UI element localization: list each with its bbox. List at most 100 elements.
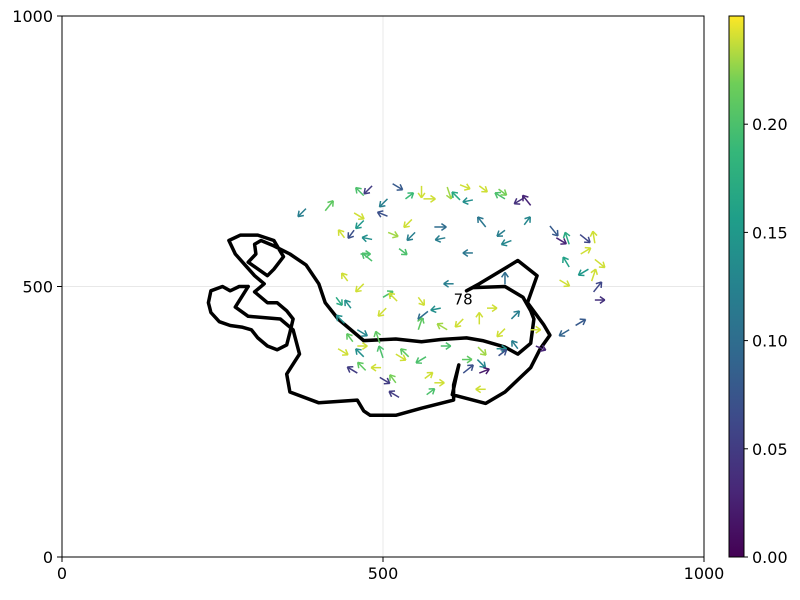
arrow-head xyxy=(373,331,377,338)
arrow-head xyxy=(496,330,499,337)
arrow-shaft xyxy=(400,348,410,358)
arrow-head xyxy=(361,236,367,243)
arrow-head xyxy=(430,309,437,314)
arrow-shaft xyxy=(511,340,519,350)
arrow-head xyxy=(376,345,380,352)
arrow-shaft xyxy=(344,299,352,309)
arrow-head xyxy=(501,243,508,247)
arrow-head xyxy=(361,252,365,260)
quiver-arrow xyxy=(443,279,454,288)
arrow-head xyxy=(511,340,518,344)
arrow-head xyxy=(430,194,436,200)
quiver-arrow xyxy=(356,329,369,337)
quiver-arrow xyxy=(373,330,382,344)
quiver-arrow xyxy=(426,387,436,396)
arrow-shaft xyxy=(579,233,591,244)
arrow-shaft xyxy=(417,317,424,331)
arrow-head xyxy=(462,252,469,257)
arrow-head xyxy=(356,362,360,369)
arrow-head xyxy=(500,239,506,245)
arrow-head xyxy=(517,310,521,317)
arrow-head xyxy=(438,378,445,384)
arrow-head xyxy=(504,271,509,278)
arrow-head xyxy=(434,239,442,243)
arrow-head xyxy=(386,377,391,384)
arrow-head xyxy=(404,248,408,255)
arrow-shaft xyxy=(498,188,508,196)
arrow-head xyxy=(417,192,423,199)
arrow-shaft xyxy=(398,248,408,256)
quiver-arrow xyxy=(355,283,365,293)
arrow-head xyxy=(336,302,343,307)
arrow-head xyxy=(403,225,410,229)
arrow-shaft xyxy=(375,331,381,344)
arrow-shaft xyxy=(496,328,506,338)
arrow-head xyxy=(336,314,343,318)
quiver-arrow xyxy=(392,183,404,191)
quiver-arrow xyxy=(577,268,589,277)
arrow-shaft xyxy=(522,194,532,206)
arrow-head xyxy=(589,230,594,237)
quiver-arrow xyxy=(454,318,464,328)
arrow-head xyxy=(462,248,469,254)
quiver-arrow xyxy=(355,348,365,358)
arrow-shaft xyxy=(355,219,365,230)
arrow-shaft xyxy=(382,290,394,298)
quiver-arrow xyxy=(558,329,570,337)
arrow-shaft xyxy=(377,307,387,317)
arrow-shaft xyxy=(353,212,365,220)
arrow-head xyxy=(355,348,362,351)
y-tick-label: 1000 xyxy=(12,7,53,26)
arrow-head xyxy=(445,345,452,351)
trajectory-layer xyxy=(206,233,552,418)
arrow-shaft xyxy=(415,356,427,364)
quiver-arrow xyxy=(592,281,603,293)
arrow-shaft xyxy=(592,231,596,244)
quiver-arrow xyxy=(530,325,542,334)
arrow-head xyxy=(297,214,304,218)
quiver-arrow xyxy=(417,317,425,331)
arrow-shaft xyxy=(494,192,506,200)
arrow-head xyxy=(577,269,582,276)
quiver-arrow xyxy=(370,363,382,372)
arrow-shaft xyxy=(395,353,407,361)
quiver-arrow xyxy=(387,230,399,239)
arrow-head xyxy=(347,235,355,239)
arrow-shaft xyxy=(417,310,429,320)
quiver-arrow xyxy=(398,248,408,256)
arrow-head xyxy=(524,216,531,220)
arrow-head xyxy=(355,348,358,355)
arrow-shaft xyxy=(590,268,597,282)
arrow-head xyxy=(475,388,482,394)
quiver-arrow xyxy=(406,231,416,242)
quiver-arrow xyxy=(498,188,508,196)
arrow-head xyxy=(378,345,385,351)
arrow-head xyxy=(484,185,489,193)
arrow-head xyxy=(541,344,547,351)
arrow-shaft xyxy=(454,318,464,328)
arrow-shaft xyxy=(389,374,397,384)
arrow-head xyxy=(417,317,423,323)
arrow-head xyxy=(491,304,498,309)
arrow-head xyxy=(491,307,498,313)
quiver-arrow xyxy=(346,332,354,343)
arrow-shaft xyxy=(446,186,452,200)
arrow-shaft xyxy=(355,348,365,358)
arrow-head xyxy=(466,183,471,190)
quiver-arrow xyxy=(521,194,532,206)
arrow-shaft xyxy=(357,361,367,371)
annotation-label: 78 xyxy=(454,290,473,308)
quiver-arrow xyxy=(417,185,426,199)
arrow-shaft xyxy=(378,345,384,359)
arrow-head xyxy=(346,366,351,373)
arrow-shaft xyxy=(501,239,512,246)
quiver-arrow xyxy=(498,348,508,357)
quiver-arrow xyxy=(575,318,587,327)
quiver-arrow xyxy=(496,328,506,338)
quiver-arrow xyxy=(500,271,509,285)
arrow-head xyxy=(357,361,364,365)
quiver-arrow xyxy=(580,246,592,255)
quiver-arrow xyxy=(478,185,489,193)
arrow-head xyxy=(392,235,399,239)
quiver-arrow xyxy=(434,378,445,387)
